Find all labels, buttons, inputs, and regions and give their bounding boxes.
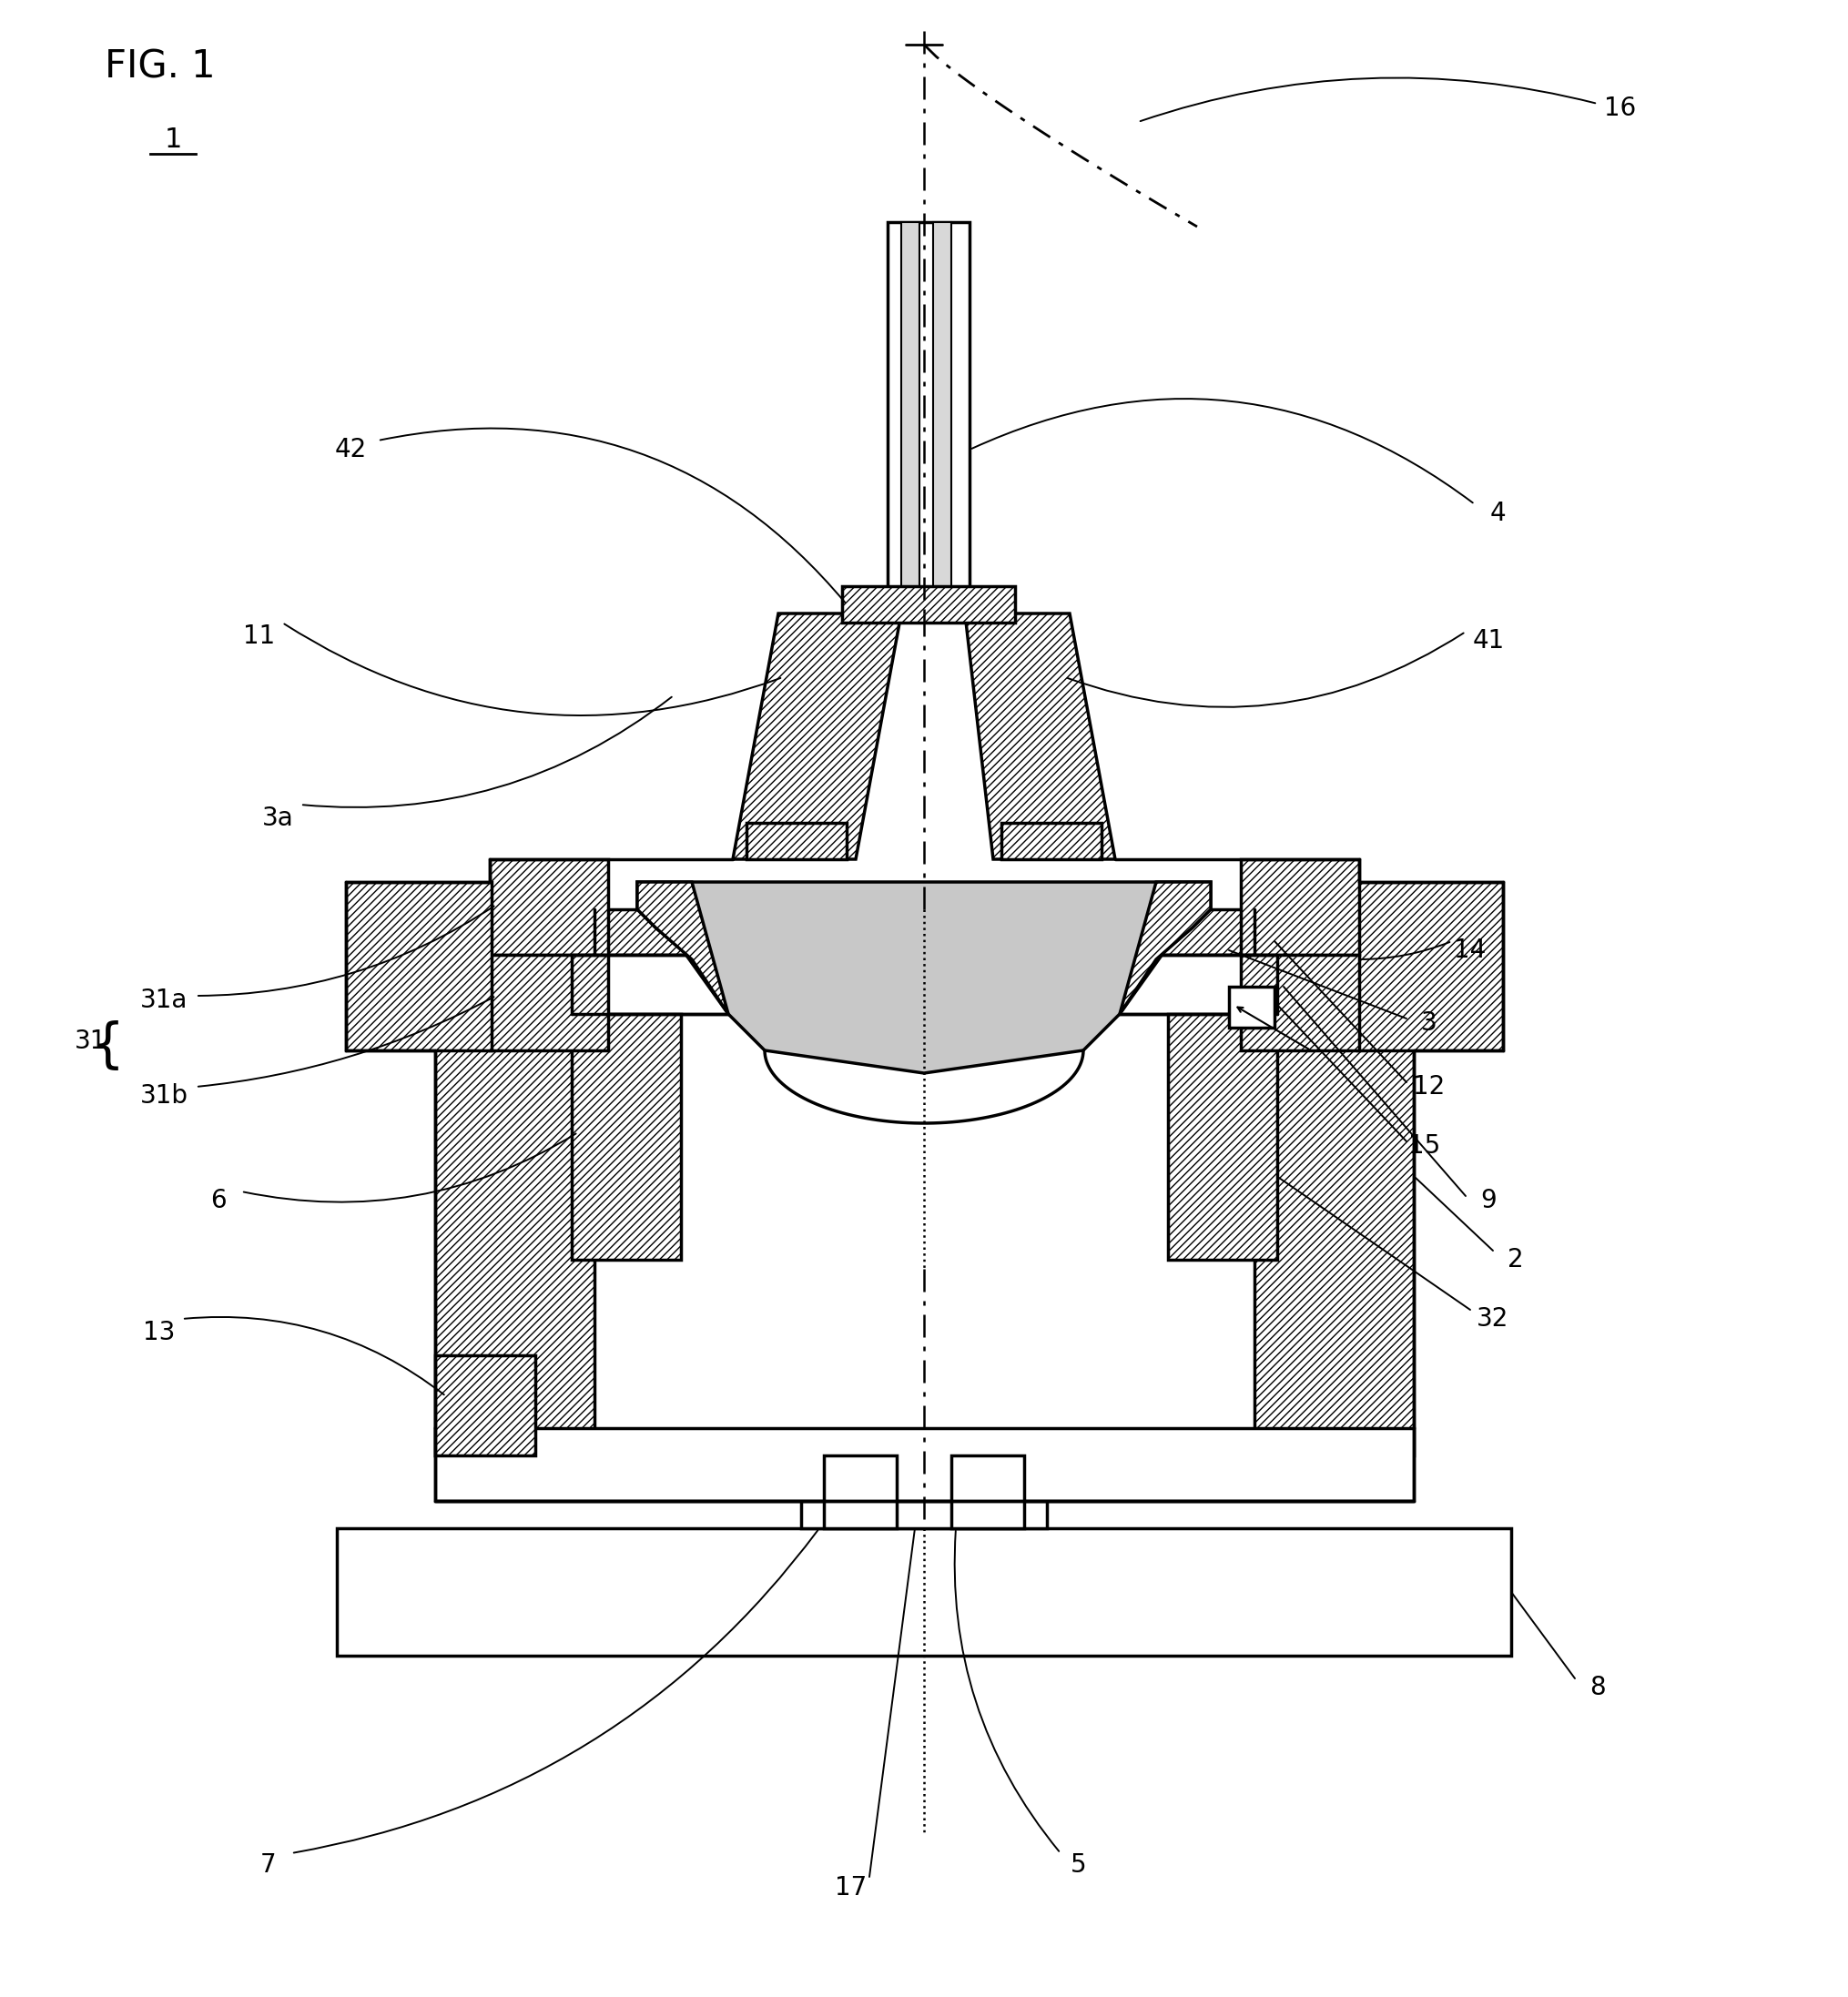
Bar xyxy=(1240,859,1358,955)
Bar xyxy=(434,1428,1414,1502)
Polygon shape xyxy=(1002,823,1101,859)
Bar xyxy=(595,909,1253,955)
Bar xyxy=(902,222,920,613)
Bar xyxy=(434,1356,536,1456)
Text: 11: 11 xyxy=(244,623,275,649)
Text: 3: 3 xyxy=(1421,1010,1438,1036)
Polygon shape xyxy=(734,613,902,859)
Bar xyxy=(490,955,608,1050)
Text: 41: 41 xyxy=(1473,627,1504,653)
Text: 6: 6 xyxy=(211,1188,227,1214)
Text: 15: 15 xyxy=(1408,1132,1441,1158)
Text: 17: 17 xyxy=(835,1875,867,1901)
Text: 16: 16 xyxy=(1604,96,1637,122)
Text: FIG. 1: FIG. 1 xyxy=(105,48,216,86)
Bar xyxy=(490,859,608,955)
Text: 32: 32 xyxy=(1477,1306,1510,1332)
Bar xyxy=(571,1014,680,1260)
Bar xyxy=(1229,987,1275,1028)
Bar xyxy=(1255,915,1414,1456)
Bar xyxy=(571,955,1277,1014)
Bar xyxy=(887,222,970,613)
Text: 9: 9 xyxy=(1480,1188,1497,1214)
Text: 7: 7 xyxy=(261,1853,277,1877)
Text: 3a: 3a xyxy=(262,805,294,831)
Text: 13: 13 xyxy=(142,1320,176,1346)
Bar xyxy=(336,1528,1512,1656)
Text: 31b: 31b xyxy=(140,1082,188,1108)
Bar xyxy=(824,1456,896,1528)
Polygon shape xyxy=(638,883,1210,1072)
Text: 1: 1 xyxy=(164,128,181,154)
Text: 5: 5 xyxy=(1070,1853,1087,1877)
Bar xyxy=(933,222,952,613)
Polygon shape xyxy=(638,883,728,1014)
Text: 42: 42 xyxy=(334,437,366,463)
Text: 2: 2 xyxy=(1508,1246,1525,1272)
Bar xyxy=(1240,955,1358,1050)
Text: {: { xyxy=(91,1020,124,1072)
Bar xyxy=(434,915,595,1456)
Polygon shape xyxy=(747,823,846,859)
Text: 31a: 31a xyxy=(140,989,188,1012)
Bar xyxy=(952,1456,1024,1528)
Bar xyxy=(800,1456,1048,1528)
Bar xyxy=(1168,1014,1277,1260)
Polygon shape xyxy=(1120,883,1210,1014)
Text: 4: 4 xyxy=(1489,501,1506,525)
Text: 14: 14 xyxy=(1454,937,1486,963)
Text: 12: 12 xyxy=(1414,1074,1445,1100)
Bar xyxy=(346,883,492,1050)
Bar xyxy=(1356,883,1502,1050)
Polygon shape xyxy=(965,613,1114,859)
Text: 31: 31 xyxy=(76,1028,107,1054)
Bar xyxy=(843,587,1015,623)
Text: 8: 8 xyxy=(1589,1675,1606,1699)
